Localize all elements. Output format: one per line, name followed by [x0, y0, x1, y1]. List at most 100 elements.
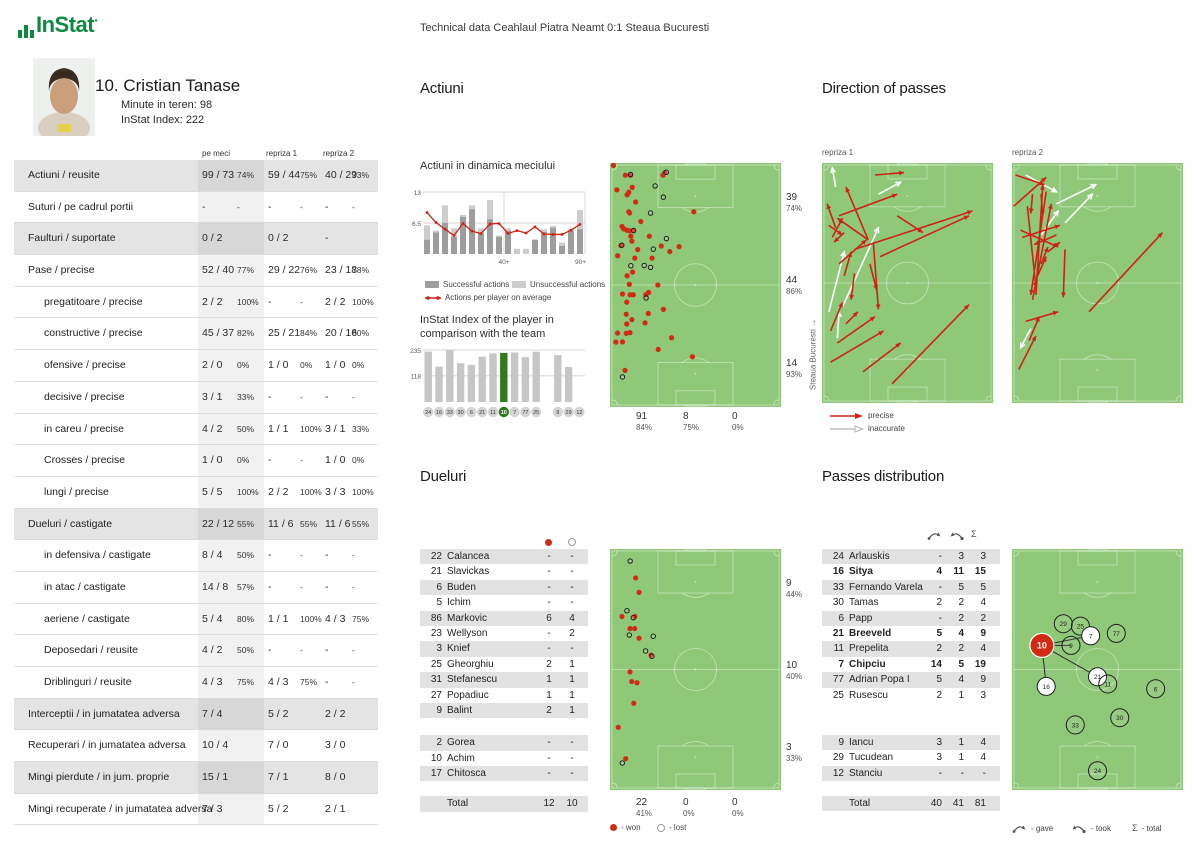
svg-text:11: 11: [1104, 681, 1111, 688]
average-point: [488, 222, 492, 226]
pass-value: -: [938, 612, 942, 624]
duel-list-row: 21 Slavickas - -: [420, 564, 588, 579]
passes-list: 24 Arlauskis -3 3 16 Sitya 4 11 15 33 Fernando Var…: [822, 549, 1000, 812]
pass-arrow-precise: [896, 215, 924, 234]
duel-value: 12: [543, 798, 555, 810]
action-dot-won: [689, 354, 696, 360]
row-label: Deposedari / reusite: [44, 644, 138, 657]
duel-list-row: 17 Chitosca - -: [420, 766, 588, 782]
player-name: Chitosca: [447, 768, 486, 780]
pass-arrow-precise: [830, 330, 884, 363]
table-row: Mingi recuperate / in jumatatea adversa 7…: [14, 793, 378, 826]
y-tick: 235: [410, 348, 421, 355]
network-node: [1088, 667, 1107, 687]
action-dot-won: [627, 210, 633, 216]
action-dot-lost: [663, 235, 670, 242]
player-name: Arlauskis: [849, 551, 890, 562]
row-value: 1 / 0: [325, 359, 346, 372]
row-label: Suturi / pe cadrul portii: [28, 200, 134, 213]
pe-meci-band: [198, 508, 264, 540]
pass-list-row: 30 Tamas 2 2 4: [822, 595, 1000, 610]
duel-value: -: [570, 643, 574, 655]
pass-value: 3: [980, 689, 986, 701]
network-node-self: [1029, 632, 1055, 659]
action-dot-won: [628, 233, 634, 239]
row-value: 100%: [237, 296, 259, 307]
row-value: -: [237, 201, 240, 212]
player-name: Prepelita: [849, 643, 889, 655]
action-dot-won: [655, 282, 661, 288]
network-node: [1053, 614, 1073, 634]
logo-dot: ·: [94, 12, 99, 28]
row-value: 57%: [237, 581, 255, 592]
pe-meci-band: [198, 191, 264, 223]
player-number: 86: [430, 612, 442, 624]
average-point: [542, 232, 546, 236]
action-dot-won: [629, 678, 635, 685]
row-value: -: [352, 550, 355, 561]
successful-swatch: [425, 281, 439, 288]
successful-bar: [451, 236, 457, 254]
row-value: 5 / 5: [202, 485, 223, 498]
row-value: -: [268, 549, 272, 562]
svg-text:21: 21: [1094, 674, 1102, 681]
svg-text:6: 6: [1154, 686, 1158, 693]
pass-value: 4: [980, 736, 986, 748]
row-value: 10 / 4: [202, 739, 229, 752]
row-value: 2 / 2: [202, 295, 223, 308]
action-dot-won: [623, 756, 629, 762]
action-dot-won: [660, 306, 666, 313]
pass-list-row: 29 Tucudean 3 1 4: [822, 750, 1000, 765]
action-dot-won: [622, 172, 628, 178]
row-value: 0%: [352, 455, 365, 466]
pe-meci-band: [198, 476, 264, 508]
pass-value: 5: [958, 581, 964, 593]
pass-arrow-inaccurate: [841, 227, 880, 308]
action-dot-won: [630, 292, 636, 298]
pass-arrow-precise: [845, 186, 869, 241]
svg-text:10: 10: [1037, 641, 1047, 651]
row-value: 100%: [237, 486, 259, 497]
row-value: -: [300, 455, 303, 466]
row-value: 4 / 2: [202, 422, 223, 435]
row-value: 100%: [352, 296, 374, 307]
pass-list-row: 9 Iancu 3 1 4: [822, 734, 1000, 751]
player-number: 16: [832, 566, 844, 578]
pitch-markings: [611, 163, 780, 407]
pass-value: 40: [930, 798, 942, 810]
player-number: 17: [430, 768, 442, 780]
pe-meci-band: [198, 603, 264, 635]
action-dot-won: [624, 273, 630, 279]
unsuccessful-bar: [550, 225, 556, 228]
player-name: Breeveld: [849, 627, 892, 639]
row-value: -: [352, 581, 355, 592]
duel-list-row: 27 Popadiuc 1 1: [420, 688, 588, 703]
pass-value: 5: [958, 658, 964, 670]
row-value: -: [352, 391, 355, 402]
row-value: 11 / 6: [268, 517, 294, 530]
successful-bar: [442, 223, 448, 254]
row-value: -: [268, 200, 272, 213]
duel-list-row: 9 Balint 2 1: [420, 702, 588, 719]
half2-label: repriza 2: [1012, 148, 1044, 157]
pass-arrow-precise: [836, 217, 869, 241]
table-row: pregatitoare / precise 2 / 2 100% - -2 / 2 10…: [14, 286, 378, 319]
action-dot-won: [631, 700, 637, 706]
duel-value: 1: [569, 689, 575, 701]
player-number: 2: [436, 737, 442, 749]
index-bar: [446, 350, 454, 402]
row-value: 20 / 16: [325, 327, 358, 340]
zone-side-label: 39 74%: [786, 192, 803, 214]
row-value: 7 / 0: [268, 739, 289, 752]
average-point: [569, 228, 573, 232]
duel-list-row: Total 12 10: [420, 796, 588, 812]
row-value: 3 / 1: [202, 390, 223, 403]
duel-value: 1: [546, 689, 552, 701]
pass-value: 4: [936, 566, 942, 578]
network-node: [1036, 676, 1056, 696]
row-value: -: [325, 644, 329, 657]
duel-value: 2: [569, 627, 575, 639]
duel-value: -: [570, 566, 574, 578]
row-value: 100%: [300, 613, 322, 624]
pass-value: 1: [958, 736, 964, 748]
